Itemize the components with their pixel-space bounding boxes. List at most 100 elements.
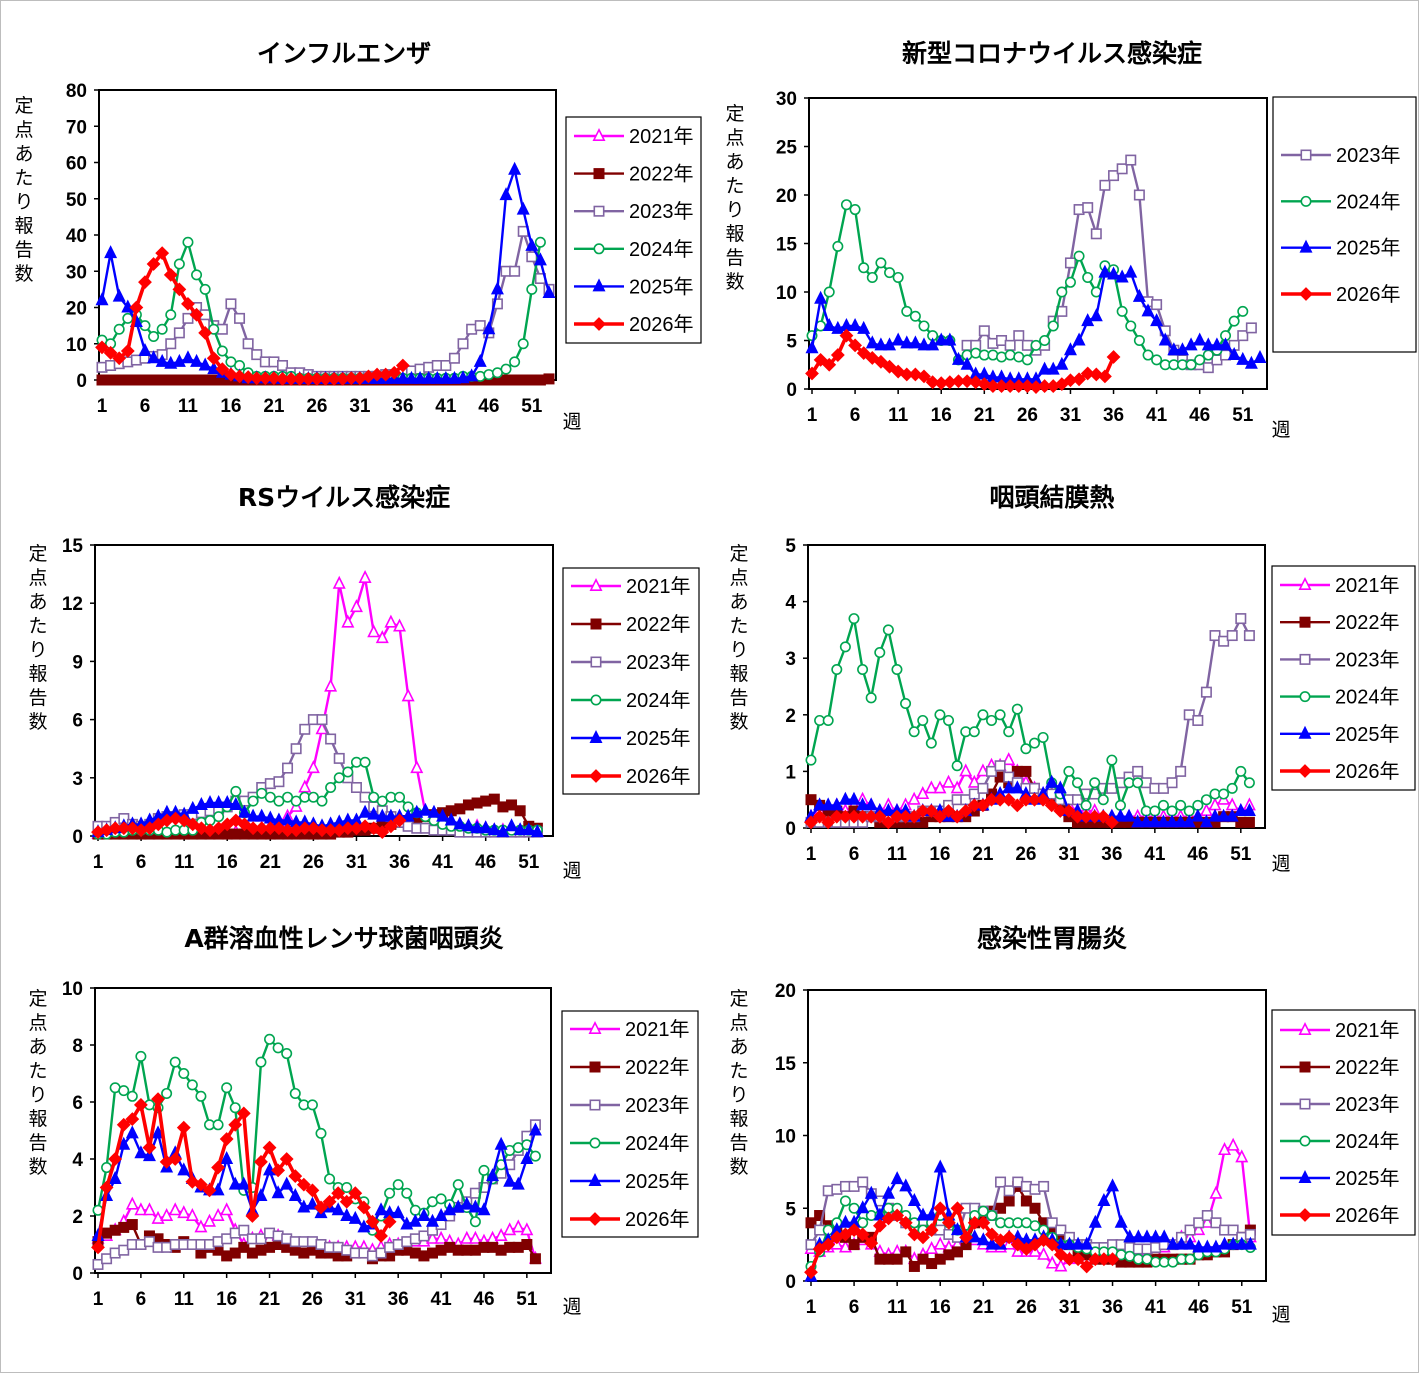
data-point	[1228, 315, 1240, 327]
y-axis-label: 定点あたり報告数	[28, 543, 47, 733]
data-point	[977, 1205, 989, 1217]
data-point	[333, 752, 345, 764]
legend-swatch-marker	[592, 278, 606, 292]
data-point	[1166, 1236, 1180, 1250]
x-tick-label: 36	[1102, 1297, 1123, 1318]
data-point	[1046, 1217, 1058, 1229]
data-point	[1219, 337, 1233, 351]
data-point	[491, 298, 503, 310]
data-point	[1037, 731, 1049, 743]
data-point	[1055, 1224, 1067, 1236]
x-tick-label: 41	[1144, 844, 1166, 865]
data-point	[494, 1136, 508, 1150]
y-tick-label: 80	[66, 81, 87, 102]
data-point	[907, 809, 922, 824]
data-point	[503, 1173, 517, 1187]
data-point	[211, 1182, 225, 1196]
data-point	[1045, 1237, 1060, 1252]
data-point	[264, 791, 276, 803]
data-point	[482, 321, 496, 335]
legend-label: 2021年	[626, 575, 691, 598]
x-tick-label: 16	[931, 405, 952, 426]
chart-panel-covid19: 新型コロナウイルス感染症 0 5 10 15 20 25 30 1 6 11 16 21 26 31 36 41…	[709, 0, 1418, 455]
data-point	[359, 756, 371, 768]
legend-box	[562, 567, 700, 795]
data-point	[1167, 342, 1181, 356]
data-point	[890, 1171, 904, 1185]
data-point	[821, 815, 836, 830]
data-point	[907, 1192, 921, 1206]
data-point	[1108, 170, 1120, 182]
x-axis-label: 週	[1271, 1304, 1290, 1326]
x-tick-label: 46	[1187, 844, 1208, 865]
x-tick-label: 46	[1188, 1297, 1209, 1318]
data-point	[1055, 356, 1069, 370]
data-point	[917, 714, 929, 726]
data-point	[1056, 286, 1068, 298]
x-tick-label: 51	[1230, 844, 1252, 865]
legend-swatch-marker	[590, 618, 602, 630]
data-point	[280, 1176, 294, 1190]
data-point	[832, 240, 844, 252]
data-point	[234, 312, 246, 324]
data-point	[307, 791, 319, 803]
data-point	[418, 1230, 430, 1242]
data-point	[1010, 780, 1024, 794]
data-point	[401, 808, 415, 822]
data-point	[457, 338, 469, 350]
data-point	[812, 809, 827, 824]
data-point	[1063, 342, 1077, 356]
data-point	[848, 338, 862, 353]
data-point	[934, 709, 946, 721]
data-point	[891, 664, 903, 676]
data-point	[943, 714, 955, 726]
data-point	[917, 369, 931, 384]
data-point	[883, 337, 897, 351]
x-tick-label: 41	[1146, 405, 1168, 426]
x-tick-label: 16	[929, 844, 950, 865]
data-point	[208, 323, 220, 335]
legend-swatch-marker	[592, 317, 606, 331]
data-point	[1156, 814, 1170, 828]
data-point	[113, 323, 125, 335]
data-point	[142, 1148, 156, 1162]
data-point	[514, 805, 526, 817]
data-point	[375, 1247, 387, 1259]
data-point	[155, 353, 169, 367]
data-point	[813, 352, 828, 367]
data-point	[1209, 630, 1221, 642]
data-point	[857, 664, 869, 676]
data-point	[135, 1050, 147, 1062]
chart-title: A群溶血性レンサ球菌咽頭炎	[184, 924, 503, 953]
data-point	[1200, 1214, 1214, 1228]
legend-label: 2026年	[626, 765, 691, 788]
data-point	[1073, 250, 1085, 262]
data-point	[134, 1202, 148, 1216]
data-point	[255, 808, 269, 822]
data-point	[901, 305, 913, 317]
y-tick-label: 5	[785, 1199, 796, 1220]
x-tick-label: 6	[849, 844, 860, 865]
data-point	[151, 1125, 165, 1139]
data-point	[95, 292, 109, 306]
data-point	[1193, 1217, 1205, 1229]
data-point	[892, 271, 904, 283]
x-tick-label: 26	[1016, 1297, 1037, 1318]
data-point	[358, 569, 372, 583]
data-point	[255, 1056, 267, 1068]
data-point	[247, 795, 259, 807]
legend-box	[561, 1010, 699, 1238]
y-tick-label: 0	[785, 1272, 796, 1293]
legend-box	[1271, 565, 1416, 791]
data-point	[483, 369, 495, 381]
data-point	[479, 820, 493, 834]
data-point	[1030, 339, 1042, 351]
data-point	[543, 373, 555, 385]
data-point	[898, 1215, 913, 1230]
legend-swatch-marker	[593, 168, 605, 180]
data-point	[348, 1186, 363, 1201]
data-point	[1174, 814, 1188, 828]
data-point	[875, 257, 887, 269]
legend-label: 2025年	[626, 727, 691, 750]
